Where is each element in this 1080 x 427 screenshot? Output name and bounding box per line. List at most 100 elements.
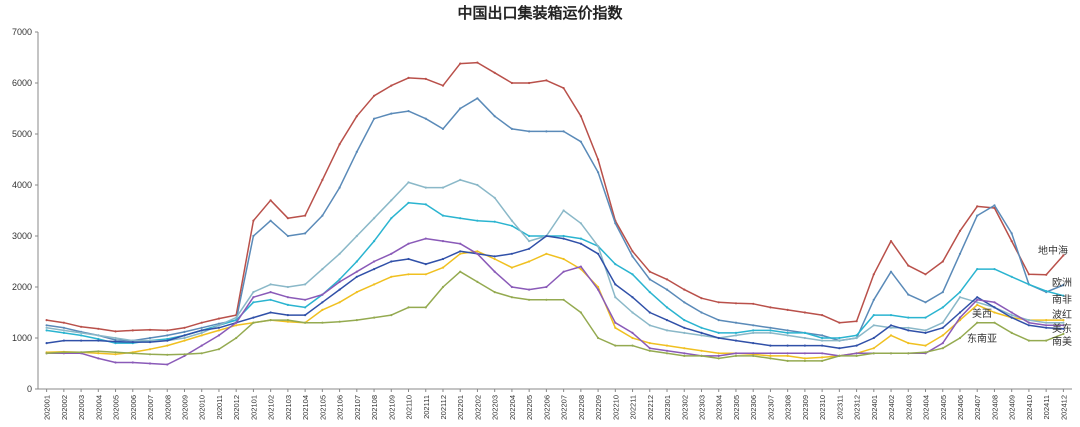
data-point — [1027, 321, 1030, 324]
data-point — [286, 234, 289, 238]
x-tick-label: 202308 — [784, 395, 793, 420]
data-point — [1062, 324, 1065, 327]
data-point — [338, 186, 341, 189]
data-point — [217, 334, 220, 337]
x-tick-label: 202204 — [508, 395, 517, 420]
data-point — [665, 288, 669, 291]
data-point — [424, 273, 427, 276]
data-point — [562, 298, 565, 301]
data-point — [217, 348, 220, 351]
data-point — [62, 331, 65, 334]
data-point — [769, 357, 772, 360]
data-point — [493, 270, 496, 273]
data-point — [166, 337, 169, 341]
data-point — [338, 143, 341, 146]
data-point — [889, 314, 893, 317]
data-point — [958, 252, 962, 255]
data-point — [803, 311, 807, 314]
data-point — [889, 270, 893, 273]
data-point — [855, 320, 858, 323]
x-tick-label: 202404 — [922, 395, 931, 420]
y-tick-label: 4000 — [12, 180, 32, 190]
data-point — [958, 229, 962, 232]
data-point — [338, 252, 341, 255]
data-point — [700, 349, 703, 352]
x-tick-label: 202302 — [680, 395, 689, 420]
series-line — [45, 179, 1065, 342]
data-point — [562, 130, 565, 133]
data-point — [579, 237, 583, 240]
data-point — [803, 331, 807, 334]
data-point — [373, 117, 376, 120]
data-point — [252, 316, 255, 319]
data-point — [631, 250, 634, 253]
data-point — [424, 306, 427, 309]
data-point — [148, 348, 152, 351]
data-point — [217, 329, 220, 332]
data-point — [545, 285, 548, 289]
data-point — [889, 326, 893, 329]
series-end-label: 东南亚 — [967, 332, 997, 345]
data-point — [907, 293, 910, 296]
data-point — [803, 357, 807, 360]
data-point — [821, 356, 824, 359]
data-point — [476, 97, 479, 100]
data-point — [562, 234, 565, 238]
data-point — [183, 353, 186, 356]
data-point — [786, 352, 789, 355]
data-point — [700, 311, 703, 314]
data-point — [597, 245, 600, 248]
data-point — [528, 81, 531, 85]
data-point — [958, 296, 962, 299]
data-point — [976, 268, 979, 271]
data-point — [321, 308, 324, 311]
data-point — [769, 344, 772, 347]
x-tick-label: 202209 — [594, 395, 603, 420]
x-tick-label: 202211 — [629, 395, 638, 419]
data-point — [286, 285, 289, 289]
data-point — [459, 217, 462, 220]
data-point — [545, 252, 548, 255]
series-end-label: 美东 — [1052, 322, 1072, 335]
data-point — [1010, 311, 1013, 314]
data-point — [441, 285, 445, 289]
data-point — [355, 115, 358, 118]
x-tick-label: 202208 — [577, 395, 586, 420]
data-point — [493, 291, 496, 294]
data-point — [769, 306, 772, 309]
data-point — [683, 288, 686, 291]
data-point — [665, 344, 669, 347]
data-point — [579, 242, 583, 245]
data-point — [459, 107, 462, 110]
data-point — [752, 324, 755, 327]
data-point — [579, 222, 583, 225]
data-point — [614, 283, 617, 286]
data-point — [700, 354, 703, 357]
data-point — [924, 301, 927, 304]
data-point — [924, 273, 927, 276]
data-point — [683, 326, 686, 329]
data-point — [1027, 319, 1030, 322]
data-point — [183, 336, 186, 340]
x-tick-label: 202409 — [1008, 395, 1017, 420]
data-point — [390, 252, 393, 255]
data-point — [407, 242, 410, 245]
data-point — [545, 234, 548, 238]
data-point — [1027, 339, 1030, 342]
data-point — [114, 336, 117, 340]
data-point — [597, 171, 600, 174]
data-point — [355, 234, 358, 238]
data-point — [338, 301, 341, 304]
data-point — [597, 288, 600, 291]
y-tick-label: 5000 — [12, 129, 32, 139]
data-point — [941, 334, 944, 337]
data-point — [321, 178, 324, 181]
data-point — [872, 324, 875, 327]
data-point — [579, 265, 583, 268]
data-point — [872, 336, 875, 340]
data-point — [510, 81, 513, 85]
data-point — [665, 319, 669, 322]
data-point — [286, 303, 289, 306]
x-tick-label: 202201 — [456, 395, 465, 420]
data-point — [493, 71, 496, 74]
